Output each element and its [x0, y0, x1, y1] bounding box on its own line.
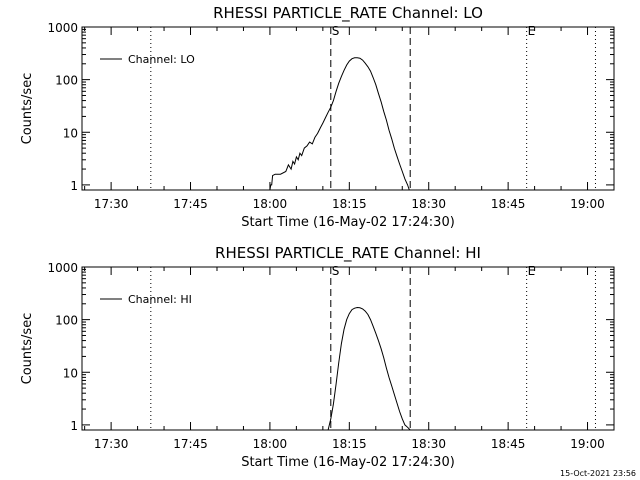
chart-title: RHESSI PARTICLE_RATE Channel: LO: [213, 4, 483, 23]
y-tick-label: 10: [63, 126, 78, 140]
plot-frame: [81, 266, 615, 431]
y-tick-label: 100: [55, 74, 78, 88]
x-axis-label: Start Time (16-May-02 17:24:30): [241, 215, 455, 230]
y-tick-label: 1000: [47, 21, 78, 35]
marker-label: S: [332, 264, 340, 278]
marker-label: E: [528, 264, 536, 278]
x-tick-label: 18:00: [253, 437, 288, 451]
y-axis-label: Counts/sec: [20, 73, 35, 145]
y-tick-label: 10: [63, 366, 78, 380]
x-tick-label: 19:00: [570, 437, 605, 451]
legend-label: Channel: LO: [128, 53, 195, 66]
plot-timestamp: 15-Oct-2021 23:56: [560, 469, 636, 478]
x-tick-label: 18:45: [491, 197, 526, 211]
x-tick-label: 17:45: [173, 437, 208, 451]
x-tick-label: 18:15: [332, 197, 367, 211]
y-tick-label: 100: [55, 314, 78, 328]
legend-label: Channel: HI: [128, 293, 192, 306]
series-line-0: [327, 306, 411, 431]
marker-label: S: [332, 24, 340, 38]
x-tick-label: 17:45: [173, 197, 208, 211]
chart-title: RHESSI PARTICLE_RATE Channel: HI: [215, 244, 481, 263]
y-tick-label: 1: [70, 179, 78, 193]
plot-frame: [81, 26, 615, 191]
lo-channel-panel: RHESSI PARTICLE_RATE Channel: LO Counts/s…: [20, 4, 615, 230]
x-tick-label: 17:30: [94, 197, 129, 211]
hi-channel-panel: RHESSI PARTICLE_RATE Channel: HI Counts/s…: [20, 244, 615, 470]
x-tick-label: 18:00: [253, 197, 288, 211]
x-tick-label: 18:30: [411, 197, 446, 211]
x-tick-label: 17:30: [94, 437, 129, 451]
x-tick-label: 18:15: [332, 437, 367, 451]
marker-label: E: [528, 24, 536, 38]
y-axis-label: Counts/sec: [20, 313, 35, 385]
x-tick-label: 19:00: [570, 197, 605, 211]
series-line-0: [269, 57, 410, 191]
y-tick-label: 1000: [47, 261, 78, 275]
x-axis-label: Start Time (16-May-02 17:24:30): [241, 455, 455, 470]
x-tick-label: 18:30: [411, 437, 446, 451]
x-tick-label: 18:45: [491, 437, 526, 451]
y-tick-label: 1: [70, 419, 78, 433]
